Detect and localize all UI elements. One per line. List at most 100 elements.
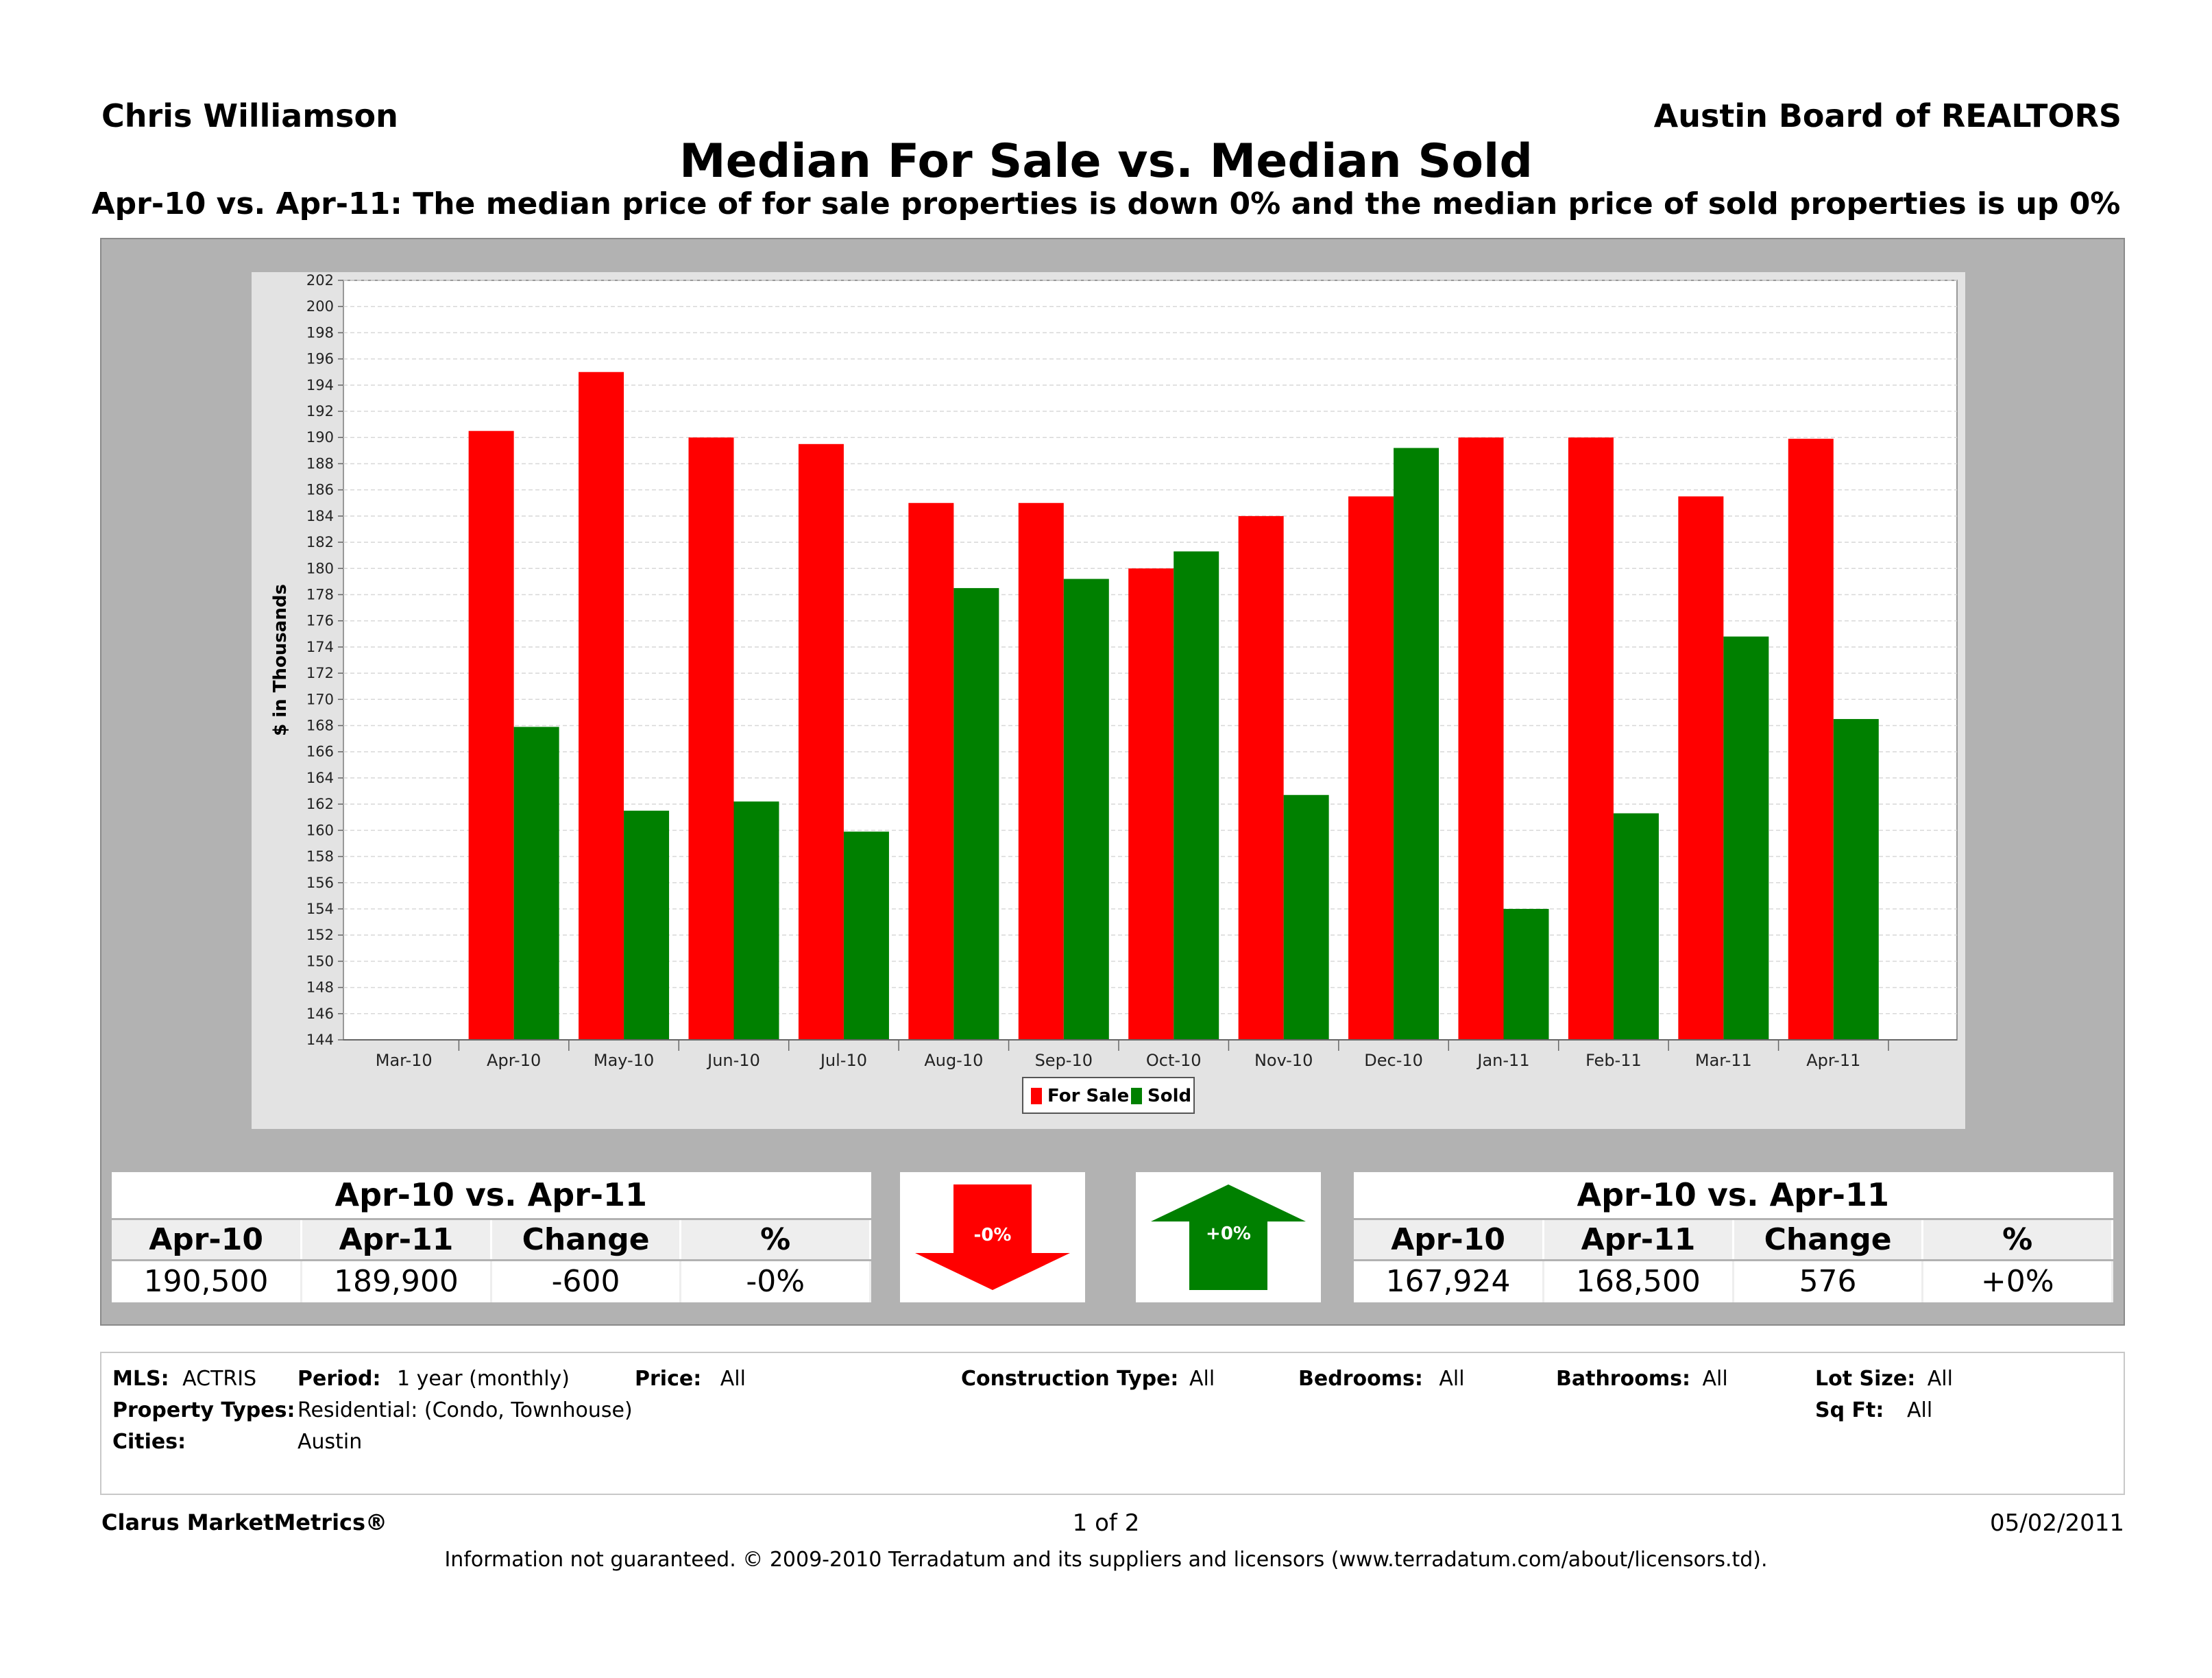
property-types-value: Residential: (Condo, Townhouse) [297,1398,633,1422]
legend-label-for-sale: For Sale [1047,1086,1129,1106]
bar-for-sale [468,430,514,1040]
up-arrow-label: +0% [1206,1224,1251,1244]
y-tick-label: 186 [306,482,334,498]
footer-brand: Clarus MarketMetrics® [101,1509,388,1535]
bar-for-sale [1238,515,1284,1040]
bar-for-sale [1788,439,1834,1040]
legend-label-sold: Sold [1147,1086,1191,1106]
price-label: Price: [635,1367,702,1391]
y-tick-label: 188 [306,455,334,472]
up-arrow-box: +0% [1136,1172,1321,1302]
for-sale-value-apr11: 189,900 [301,1260,492,1302]
x-tick-label: May-10 [594,1051,654,1070]
sold-value-apr10: 167,924 [1354,1260,1545,1302]
for-sale-header-apr10: Apr-10 [112,1219,303,1261]
for-sale-header-percent: % [680,1219,871,1261]
legend-swatch-sold [1131,1088,1142,1104]
y-tick-label: 190 [306,429,334,446]
report-date: 05/02/2011 [1990,1509,2124,1537]
bar-sold [1833,718,1879,1040]
up-arrow-icon: +0% [1151,1184,1306,1290]
y-tick-label: 194 [306,377,334,393]
construction-value: All [1189,1367,1215,1391]
x-tick-label: Aug-10 [924,1051,983,1070]
bar-for-sale [579,372,624,1040]
sold-summary-table: Apr-10 vs. Apr-11 Apr-10 Apr-11 Change %… [1354,1172,2113,1302]
cities-value: Austin [297,1430,363,1454]
lot-size-label: Lot Size: [1815,1367,1916,1391]
price-value: All [720,1367,746,1391]
y-tick-label: 200 [306,298,334,315]
x-tick-label: Feb-11 [1585,1051,1642,1070]
bar-for-sale [908,502,954,1040]
x-tick-label: Mar-11 [1695,1051,1752,1070]
y-tick-label: 160 [306,822,334,838]
x-tick-label: Nov-10 [1254,1051,1313,1070]
y-tick-label: 152 [306,927,334,943]
for-sale-header-apr11: Apr-11 [301,1219,492,1261]
x-tick-label: Dec-10 [1364,1051,1423,1070]
bar-sold [843,831,889,1040]
y-tick-label: 192 [306,403,334,420]
bar-sold [1723,636,1769,1040]
for-sale-header-change: Change [491,1219,682,1261]
bar-sold [1283,794,1329,1040]
bar-sold [953,587,999,1040]
down-arrow-icon: -0% [915,1184,1070,1290]
y-tick-label: 166 [306,744,334,760]
bar-for-sale [1458,437,1504,1040]
bar-for-sale [1348,496,1394,1040]
x-tick-label: Apr-11 [1806,1051,1860,1070]
sold-header-apr11: Apr-11 [1543,1219,1734,1261]
up-arrow-shape [1151,1184,1306,1290]
lot-size-value: All [1927,1367,1953,1391]
y-tick-label: 196 [306,351,334,367]
construction-label: Construction Type: [961,1367,1179,1391]
report-title: Median For Sale vs. Median Sold [679,134,1533,189]
bathrooms-value: All [1702,1367,1728,1391]
sold-header-apr10: Apr-10 [1354,1219,1545,1261]
mls-label: MLS: [112,1367,169,1391]
bar-sold [1174,551,1219,1040]
x-tick-label: Apr-10 [487,1051,541,1070]
y-tick-label: 182 [306,534,334,550]
sold-value-apr11: 168,500 [1543,1260,1734,1302]
y-tick-label: 156 [306,875,334,891]
x-tick-label: Oct-10 [1146,1051,1202,1070]
sq-ft-label: Sq Ft: [1815,1398,1884,1422]
y-tick-label: 168 [306,718,334,734]
y-tick-label: 148 [306,980,334,996]
bar-for-sale [1678,496,1724,1040]
bathrooms-label: Bathrooms: [1556,1367,1690,1391]
bar-sold [1503,908,1549,1040]
bar-for-sale [1128,568,1174,1040]
period-value: 1 year (monthly) [397,1367,570,1391]
y-tick-label: 146 [306,1006,334,1022]
bar-sold [513,727,559,1040]
bar-sold [1063,579,1109,1040]
y-tick-label: 174 [306,639,334,655]
for-sale-value-change: -600 [491,1260,682,1302]
period-label: Period: [297,1367,381,1391]
x-tick-label: Jan-11 [1476,1051,1529,1070]
y-tick-label: 164 [306,770,334,786]
bedrooms-label: Bedrooms: [1298,1367,1423,1391]
cities-label: Cities: [112,1430,186,1454]
sq-ft-value: All [1907,1398,1933,1422]
y-tick-label: 176 [306,613,334,629]
agent-name: Chris Williamson [101,97,398,134]
y-tick-label: 202 [306,272,334,289]
report-subtitle: Apr-10 vs. Apr-11: The median price of f… [91,186,2121,221]
x-tick-label: Jun-10 [706,1051,760,1070]
chart-area: 144 146 148 150 152 154 156 158 160 162 164 166 168 1… [252,272,1965,1129]
for-sale-summary-table: Apr-10 vs. Apr-11 Apr-10 Apr-11 Change %… [112,1172,871,1302]
bedrooms-value: All [1439,1367,1465,1391]
for-sale-caption: Apr-10 vs. Apr-11 [112,1172,871,1220]
down-arrow-label: -0% [974,1225,1012,1245]
bar-for-sale [688,437,734,1040]
y-tick-label: 154 [306,901,334,917]
y-tick-label: 178 [306,586,334,603]
sold-value-change: 576 [1733,1260,1924,1302]
y-axis-label: $ in Thousands [270,584,291,736]
sold-header-percent: % [1922,1219,2113,1261]
